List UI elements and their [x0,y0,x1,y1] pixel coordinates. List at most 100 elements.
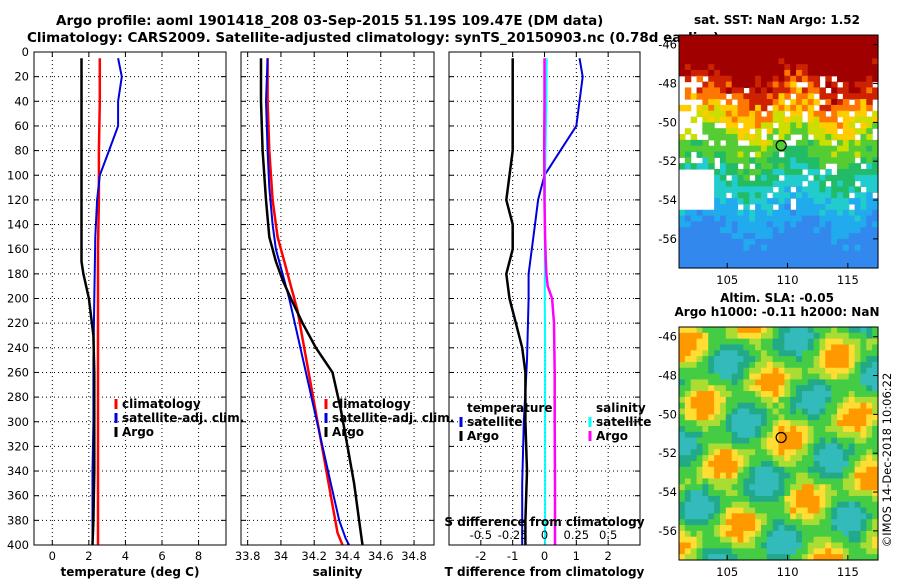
map-cell [790,519,797,526]
map-cell [819,536,826,544]
map-cell [866,163,873,170]
map-cell [848,367,856,375]
map-cell [854,548,862,555]
map-cell [778,542,785,549]
map-cell [848,35,856,42]
map-cell [772,408,780,415]
map-cell [854,402,862,410]
map-cell [854,116,862,123]
map-cell [801,163,809,170]
map-cell [778,99,785,106]
map-cell [696,519,704,526]
map-cell [778,385,785,392]
map-cell [737,151,744,158]
map-cell [796,203,803,211]
series-temperature-argo [505,58,529,545]
map-cell [755,128,762,135]
map-cell [801,396,809,404]
map-cell [784,396,791,404]
map-cell [837,443,844,450]
map-cell [702,81,709,89]
map-cell [743,215,750,222]
map-cell [725,455,733,462]
map-cell [708,64,715,71]
map-cell [760,99,768,106]
map-cell [743,186,750,193]
y-tick-label: 340 [7,464,29,478]
x-tick-label: 34.2 [301,549,327,563]
map-cell [749,525,756,532]
map-cell [819,110,826,118]
map-cell [784,414,791,421]
map-cell [755,134,762,141]
map-cell [819,490,826,497]
map-cell [848,40,856,48]
map-cell [866,256,873,263]
map-cell [825,69,832,77]
map-cell [796,104,803,112]
map-cell [743,198,750,205]
map-cell [831,35,838,42]
map-cell [714,58,721,65]
legend-label: Argo [332,425,364,439]
map-cell [708,87,715,94]
map-cell [772,338,780,346]
map-cell [772,256,780,263]
map-cell [760,64,768,71]
map-cell [801,40,809,48]
map-cell [790,525,797,532]
map-cell [796,180,803,188]
map-cell [801,238,809,246]
map-cell [813,81,821,89]
map-cell [679,554,686,561]
map-cell [760,192,768,199]
map-cell [749,99,756,106]
map-cell [749,344,756,351]
map-cell [842,332,850,340]
map-cell [837,501,844,509]
map-cell [755,110,762,118]
map-cell [842,110,850,118]
map-cell [872,484,879,491]
map-cell [807,391,815,398]
map-cell [825,134,832,141]
map-cell [679,501,686,509]
panel-frame [240,51,435,546]
map-cell [842,391,850,398]
map-cell [708,402,715,410]
map-cell [749,244,756,252]
map-cell [796,163,803,170]
map-cell [743,484,750,491]
map-cell [778,203,785,211]
map-cell [825,116,832,123]
map-cell [784,244,791,252]
map-cell [714,554,721,561]
map-cell [766,250,774,257]
map-cell [749,402,756,410]
map-cell [708,350,715,357]
map-cell [831,93,838,100]
map-cell [679,344,686,351]
map-cell [719,495,727,503]
map-cell [837,186,844,193]
map-cell [719,180,727,188]
map-cell [842,472,850,480]
map-cell [755,104,762,112]
map-cell [684,367,692,375]
map-cell [796,460,803,468]
x-tick-label: 34.8 [401,549,427,563]
map-cell [772,414,780,421]
map-cell [784,46,791,54]
map-cell [749,338,756,346]
map-cell [731,356,739,363]
map-cell [696,338,704,346]
legend-label: Argo [122,425,154,439]
map-cell [790,472,797,480]
map-cell [737,501,744,509]
map-cell [760,525,768,532]
map-cell [766,554,774,561]
map-cell [801,215,809,222]
map-cell [731,466,739,474]
map-cell [760,256,768,263]
map-cell [766,238,774,246]
